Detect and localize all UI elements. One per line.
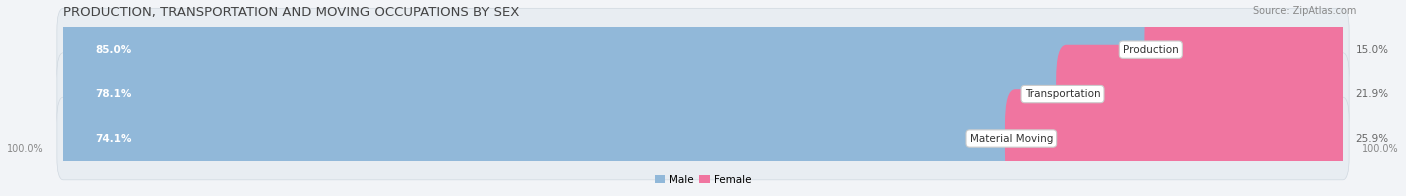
Text: 15.0%: 15.0% [1355, 45, 1389, 55]
Text: 85.0%: 85.0% [96, 45, 132, 55]
FancyBboxPatch shape [56, 8, 1350, 91]
Text: 21.9%: 21.9% [1355, 89, 1389, 99]
Text: Transportation: Transportation [1025, 89, 1101, 99]
FancyBboxPatch shape [56, 89, 1018, 188]
Text: Material Moving: Material Moving [970, 133, 1053, 143]
Text: 100.0%: 100.0% [7, 144, 44, 154]
Text: 25.9%: 25.9% [1355, 133, 1389, 143]
Text: 74.1%: 74.1% [96, 133, 132, 143]
FancyBboxPatch shape [56, 45, 1069, 143]
FancyBboxPatch shape [56, 0, 1157, 99]
Text: Source: ZipAtlas.com: Source: ZipAtlas.com [1253, 6, 1357, 16]
FancyBboxPatch shape [56, 97, 1350, 180]
FancyBboxPatch shape [1056, 45, 1350, 143]
FancyBboxPatch shape [1144, 0, 1350, 99]
Text: 78.1%: 78.1% [96, 89, 132, 99]
Legend: Male, Female: Male, Female [651, 171, 755, 189]
Text: PRODUCTION, TRANSPORTATION AND MOVING OCCUPATIONS BY SEX: PRODUCTION, TRANSPORTATION AND MOVING OC… [63, 6, 520, 19]
Text: 100.0%: 100.0% [1362, 144, 1399, 154]
Text: Production: Production [1123, 45, 1178, 55]
FancyBboxPatch shape [56, 53, 1350, 135]
FancyBboxPatch shape [1005, 89, 1350, 188]
